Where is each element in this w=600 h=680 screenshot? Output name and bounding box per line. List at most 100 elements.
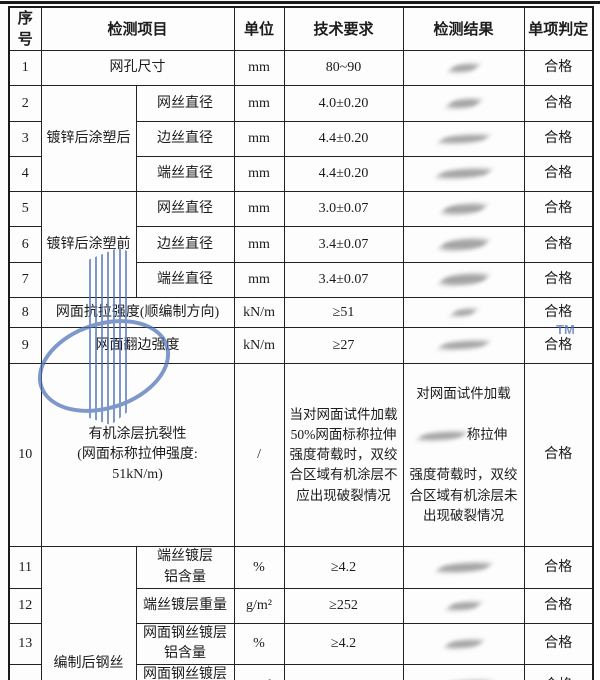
unit-cell: mm xyxy=(233,191,285,227)
serial-cell: 12 xyxy=(8,587,42,624)
serial-cell: 7 xyxy=(8,262,42,298)
table-row: 8 网面抗拉强度(顺编制方向) kN/m ≥51 合格 xyxy=(8,297,594,328)
verdict-cell: 合格 xyxy=(523,50,594,86)
table-row: 10 有机涂层抗裂性 (网面标称拉伸强度: 51kN/m) / 当对网面试件加载… xyxy=(8,362,594,548)
table-row: 13 网面钢丝镀层 铝含量 % ≥4.2 合格 xyxy=(8,622,594,666)
verdict-cell: 合格 xyxy=(523,587,594,624)
verdict-cell: 合格 xyxy=(523,664,594,680)
redacted-result-blur xyxy=(445,98,482,109)
table-row: 7 端丝直径 mm 3.4±0.07 合格 xyxy=(8,262,594,298)
table-row: 9 网面翻边强度 kN/m ≥27 合格 xyxy=(8,327,594,364)
serial-cell: 6 xyxy=(8,226,42,263)
redacted-result-blur xyxy=(439,202,488,216)
verdict-cell: 合格 xyxy=(523,191,594,227)
redacted-result-blur xyxy=(437,340,490,351)
unit-cell: mm xyxy=(233,226,285,263)
serial-cell: 3 xyxy=(8,121,42,157)
verdict-cell: 合格 xyxy=(523,226,594,263)
redacted-result-blur xyxy=(434,561,493,574)
item-cell: 边丝直径 xyxy=(135,226,235,263)
col-header-verdict: 单项判定 xyxy=(523,6,594,51)
unit-cell: mm xyxy=(233,50,285,86)
item-cell: 端丝镀层重量 xyxy=(135,587,235,624)
result-cell xyxy=(402,622,525,666)
table-row: 11 编制后钢丝 端丝镀层 铝含量 % ≥4.2 合格 xyxy=(8,546,594,680)
item-cell: 网面翻边强度 xyxy=(40,327,235,364)
col-header-serial: 序号 xyxy=(8,6,42,51)
col-header-unit: 单位 xyxy=(233,6,285,51)
unit-cell: / xyxy=(233,362,285,548)
item-cell: 网面抗拉强度(顺编制方向) xyxy=(40,297,235,328)
serial-cell: 2 xyxy=(8,85,42,122)
result-cell xyxy=(402,327,525,364)
table-row: 3 边丝直径 mm 4.4±0.20 合格 xyxy=(8,121,594,157)
item-cell: 网丝直径 xyxy=(135,191,235,227)
requirement-cell: ≥252 xyxy=(283,587,404,624)
redacted-result-blur xyxy=(437,133,490,145)
requirement-cell: 80~90 xyxy=(283,50,404,86)
verdict-cell: 合格 xyxy=(523,85,594,122)
unit-cell: % xyxy=(233,622,285,666)
unit-cell: mm xyxy=(233,121,285,157)
table-row: 1 网孔尺寸 mm 80~90 合格 xyxy=(8,50,594,86)
requirement-cell: 当对网面试件加载 50%网面标称拉伸 强度荷载时，双绞 合区域有机涂层不 应出现… xyxy=(283,362,404,548)
redacted-result-blur xyxy=(445,601,482,611)
serial-cell: 4 xyxy=(8,156,42,192)
redacted-result-blur xyxy=(449,308,478,317)
redacted-result-blur xyxy=(447,63,480,73)
serial-cell: 11 xyxy=(8,546,42,589)
table-row: 2 镀锌后涂塑后 网丝直径 mm 4.0±0.20 合格 xyxy=(8,85,594,192)
table-row: 5 镀锌后涂塑前 网丝直径 mm 3.0±0.07 合格 xyxy=(8,191,594,298)
result-cell xyxy=(402,156,525,192)
requirement-cell: 3.0±0.07 xyxy=(283,191,404,227)
serial-cell: 8 xyxy=(8,297,42,328)
result-cell xyxy=(402,226,525,263)
requirement-cell: ≥243 xyxy=(283,664,404,680)
group-cell-woven-wire: 编制后钢丝 xyxy=(40,546,137,680)
result-cell xyxy=(402,121,525,157)
header-row: 序号 检测项目 单位 技术要求 检测结果 单项判定 xyxy=(8,6,594,51)
group-cell-coated-after: 镀锌后涂塑后 xyxy=(40,85,137,192)
item-cell: 边丝直径 xyxy=(135,121,235,157)
serial-cell: 9 xyxy=(8,327,42,364)
requirement-cell: ≥4.2 xyxy=(283,622,404,666)
requirement-cell: ≥27 xyxy=(283,327,404,364)
item-cell: 网面钢丝镀层 重量 xyxy=(135,664,235,680)
verdict-cell: 合格 xyxy=(523,297,594,328)
page-top-rule xyxy=(0,1,600,4)
verdict-cell: 合格 xyxy=(523,262,594,298)
result-cell xyxy=(402,664,525,680)
requirement-cell: 4.4±0.20 xyxy=(283,156,404,192)
serial-cell: 5 xyxy=(8,191,42,227)
result-cell xyxy=(402,587,525,624)
group-cell-coated-before: 镀锌后涂塑前 xyxy=(40,191,137,298)
verdict-cell: 合格 xyxy=(523,362,594,548)
requirement-cell: 4.4±0.20 xyxy=(283,121,404,157)
result-cell xyxy=(402,546,525,589)
result-text-line: 强度荷载时，双绞 合区域有机涂层未 出现破裂情况 xyxy=(409,467,518,523)
unit-cell: mm xyxy=(233,262,285,298)
item-cell: 端丝镀层 铝含量 xyxy=(135,546,235,589)
item-cell: 端丝直径 xyxy=(135,156,235,192)
serial-cell: 1 xyxy=(8,50,42,86)
redacted-result-blur xyxy=(437,237,490,252)
requirement-cell: 3.4±0.07 xyxy=(283,262,404,298)
requirement-cell: ≥4.2 xyxy=(283,546,404,589)
unit-cell: g/m² xyxy=(233,587,285,624)
verdict-cell: 合格 xyxy=(523,622,594,666)
redacted-result-blur xyxy=(443,639,484,650)
table-row: 14 网面钢丝镀层 重量 g/m² ≥243 合格 xyxy=(8,664,594,680)
result-cell xyxy=(402,191,525,227)
col-header-result: 检测结果 xyxy=(402,6,525,51)
verdict-cell: 合格 xyxy=(523,156,594,192)
unit-cell: % xyxy=(233,546,285,589)
verdict-cell: 合格 xyxy=(523,327,594,364)
item-cell: 网丝直径 xyxy=(135,85,235,122)
result-cell xyxy=(402,85,525,122)
unit-cell: g/m² xyxy=(233,664,285,680)
table-row: 12 端丝镀层重量 g/m² ≥252 合格 xyxy=(8,587,594,624)
col-header-requirement: 技术要求 xyxy=(283,6,404,51)
col-header-item: 检测项目 xyxy=(40,6,235,51)
redacted-result-blur xyxy=(434,168,493,180)
result-text-line: 对网面试件加载 xyxy=(416,386,511,402)
